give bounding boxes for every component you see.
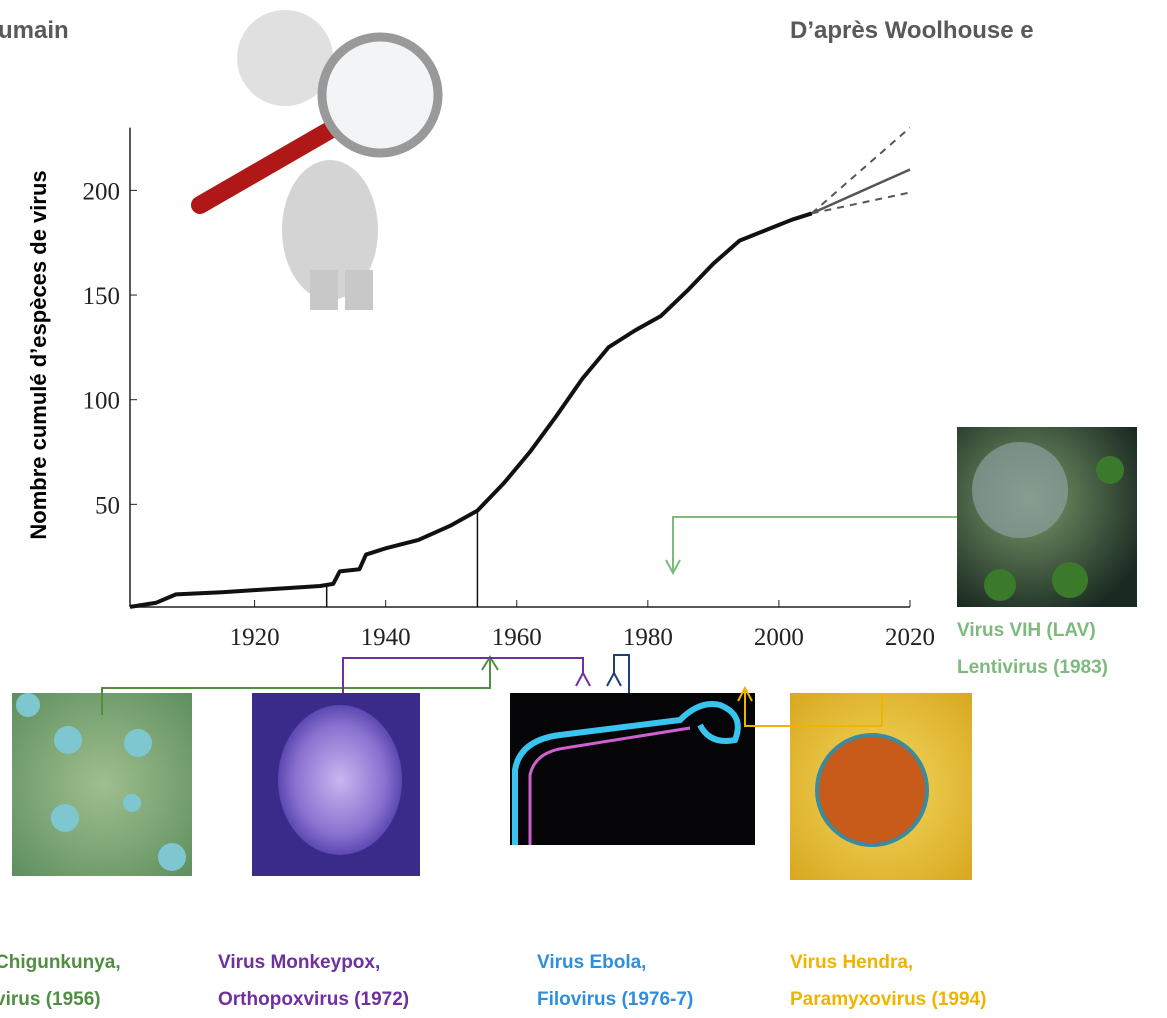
- y-axis-label: Nombre cumulé d’espèces de virus: [26, 170, 51, 539]
- virus-label: Virus Monkeypox,: [218, 952, 380, 973]
- virus-label: Virus Hendra,: [790, 952, 913, 973]
- x-tick-label: 1960: [492, 624, 542, 651]
- plot: 50 100 150 200 1920 1940 1960 1980 2000 2020: [83, 126, 935, 651]
- virus-label: Chigunkunya,: [0, 952, 121, 973]
- data-line: [129, 211, 813, 609]
- virus-label: Lentivirus (1983): [957, 657, 1108, 678]
- y-tick-label: 100: [83, 388, 121, 415]
- virus-label: Virus VIH (LAV): [957, 620, 1096, 641]
- header-left: umain: [0, 17, 69, 44]
- x-tick-label: 1980: [623, 624, 673, 651]
- projection-lower: [811, 191, 911, 215]
- y-tick-label: 50: [95, 492, 120, 519]
- virus-label: virus (1956): [0, 989, 101, 1010]
- illustration: [191, 10, 443, 310]
- virus-label: Orthopoxvirus (1972): [218, 989, 409, 1010]
- virus-images: [12, 427, 1137, 880]
- virus-label: Paramyxovirus (1994): [790, 989, 986, 1010]
- x-tick-label: 2000: [754, 624, 804, 651]
- x-tick-label: 1940: [361, 624, 411, 651]
- header-right: D’après Woolhouse e: [790, 17, 1034, 44]
- x-tick-label: 2020: [885, 624, 935, 651]
- virus-label: Filovirus (1976-7): [537, 989, 693, 1010]
- connectors: [101, 516, 957, 727]
- y-tick-label: 150: [83, 283, 121, 310]
- virus-label: Virus Ebola,: [537, 952, 646, 973]
- projection-upper: [811, 126, 911, 215]
- x-tick-label: 1920: [230, 624, 280, 651]
- projection-line: [811, 168, 911, 215]
- y-tick-label: 200: [83, 178, 121, 205]
